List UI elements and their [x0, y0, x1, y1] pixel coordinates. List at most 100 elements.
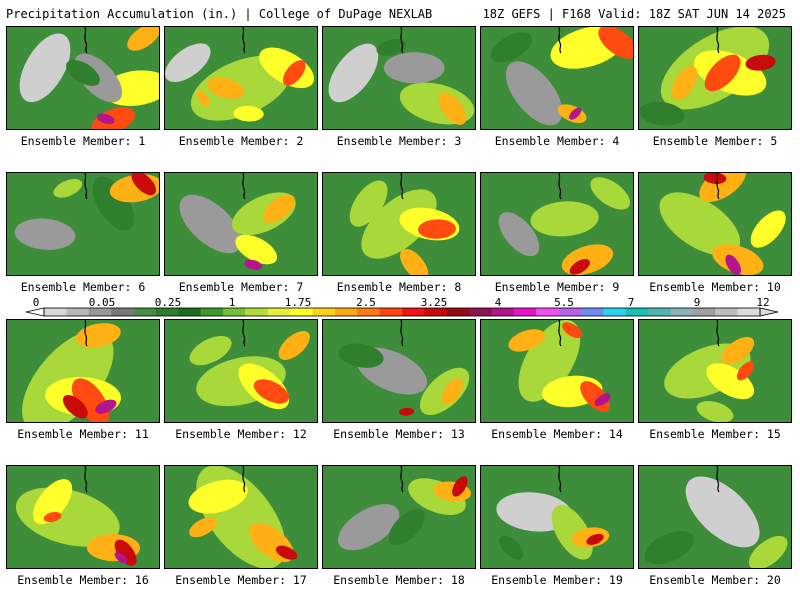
- precip-contour: [399, 407, 415, 416]
- colorbar-swatch: [312, 308, 336, 316]
- colorbar-tick-label: 1.75: [285, 296, 312, 309]
- ensemble-member-label: Ensemble Member: 18: [333, 573, 465, 587]
- colorbar-swatch: [625, 308, 649, 316]
- precip-contour: [278, 331, 310, 360]
- precip-contour: [498, 212, 540, 257]
- precip-contour: [703, 173, 727, 184]
- precip-map: [323, 27, 475, 129]
- lake-michigan-outline: [242, 27, 246, 54]
- colorbar-tick-label: 5.5: [554, 296, 574, 309]
- precip-contour: [518, 320, 581, 402]
- precip-contour: [748, 535, 788, 568]
- colorbar-swatch: [469, 308, 492, 316]
- lake-michigan-outline: [84, 173, 88, 200]
- run-info: 18Z GEFS | F168 Valid: 18Z SAT JUN 14 20…: [482, 7, 786, 21]
- precip-contour: [338, 343, 384, 368]
- precip-contour: [745, 54, 776, 71]
- precip-contour: [659, 192, 741, 256]
- precip-map: [323, 320, 475, 422]
- precip-contour: [14, 218, 76, 250]
- precip-contour: [438, 92, 467, 125]
- ensemble-member-label: Ensemble Member: 9: [494, 280, 620, 294]
- ensemble-panel-map: [322, 26, 476, 130]
- precip-contour: [704, 54, 741, 92]
- precip-contour: [530, 201, 599, 237]
- colorbar-tick-label: 0: [33, 296, 40, 309]
- ensemble-panel-map: [6, 26, 160, 130]
- colorbar-swatch: [223, 308, 246, 316]
- precip-contour: [586, 533, 604, 545]
- colorbar-swatch: [133, 308, 157, 316]
- ensemble-member-label: Ensemble Member: 2: [178, 134, 304, 148]
- colorbar-swatch: [178, 308, 201, 316]
- precip-contour: [490, 32, 532, 63]
- precip-contour: [66, 59, 100, 86]
- colorbar-swatch: [245, 308, 269, 316]
- ensemble-member-label: Ensemble Member: 20: [649, 573, 781, 587]
- precip-contour: [441, 377, 463, 405]
- ensemble-panel-map: [6, 465, 160, 569]
- colorbar-swatch: [692, 308, 716, 316]
- colorbar-swatch: [648, 308, 671, 316]
- ensemble-member-label: Ensemble Member: 1: [20, 134, 146, 148]
- ensemble-panel-map: [480, 319, 634, 423]
- precip-contour: [349, 180, 388, 227]
- colorbar-swatch: [513, 308, 537, 316]
- ensemble-member-label: Ensemble Member: 19: [491, 573, 623, 587]
- precip-contour: [189, 517, 217, 538]
- colorbar-swatch: [715, 308, 738, 316]
- precip-contour: [131, 173, 157, 196]
- ensemble-member-label: Ensemble Member: 6: [20, 280, 146, 294]
- lake-michigan-outline: [400, 320, 404, 347]
- precip-contour: [725, 254, 741, 275]
- colorbar-swatch: [558, 308, 582, 316]
- precip-map: [7, 466, 159, 568]
- precip-contour: [114, 552, 128, 564]
- colorbar-swatch: [334, 308, 358, 316]
- ensemble-panel-map: [480, 26, 634, 130]
- ensemble-member-label: Ensemble Member: 15: [649, 427, 781, 441]
- ensemble-member-label: Ensemble Member: 12: [175, 427, 307, 441]
- ensemble-member-label: Ensemble Member: 3: [336, 134, 462, 148]
- precip-contour: [33, 479, 73, 525]
- precip-contour: [188, 479, 248, 514]
- ensemble-panel-map: [638, 26, 792, 130]
- precip-contour: [165, 43, 211, 83]
- colorbar-swatch: [44, 308, 67, 316]
- lake-michigan-outline: [558, 466, 562, 493]
- precip-contour: [235, 234, 278, 265]
- precip-contour: [127, 27, 159, 51]
- precip-contour: [114, 539, 137, 566]
- colorbar-swatch: [536, 308, 559, 316]
- precip-contour: [207, 77, 245, 99]
- ensemble-member-label: Ensemble Member: 8: [336, 280, 462, 294]
- colorbar-swatch: [603, 308, 627, 316]
- precip-contour: [19, 33, 71, 103]
- ensemble-panel-map: [322, 172, 476, 276]
- precip-map: [481, 173, 633, 275]
- colorbar-outline: [43, 307, 761, 317]
- colorbar-swatch: [111, 308, 134, 316]
- precip-contour: [736, 361, 754, 381]
- precip-map: [323, 466, 475, 568]
- lake-michigan-outline: [716, 27, 720, 54]
- ensemble-member-label: Ensemble Member: 17: [175, 573, 307, 587]
- precip-contour: [376, 38, 407, 56]
- ensemble-member-label: Ensemble Member: 14: [491, 427, 623, 441]
- ensemble-panel-map: [638, 465, 792, 569]
- precip-map: [481, 466, 633, 568]
- colorbar-swatch: [424, 308, 448, 316]
- precip-contour: [569, 107, 582, 120]
- colorbar-swatch: [357, 308, 380, 316]
- precip-contour: [62, 394, 88, 419]
- precip-contour: [598, 27, 633, 59]
- precip-contour: [644, 531, 695, 565]
- ensemble-member-label: Ensemble Member: 11: [17, 427, 149, 441]
- precip-contour: [569, 259, 590, 275]
- colorbar: 0 0.05 0.25 1 1.75 2.5 3.25 4 5.5 7 9 12: [0, 296, 800, 320]
- precip-map: [7, 320, 159, 422]
- precip-contour: [562, 322, 583, 339]
- colorbar-tick-label: 0.05: [89, 296, 116, 309]
- colorbar-tick-label: 12: [756, 296, 769, 309]
